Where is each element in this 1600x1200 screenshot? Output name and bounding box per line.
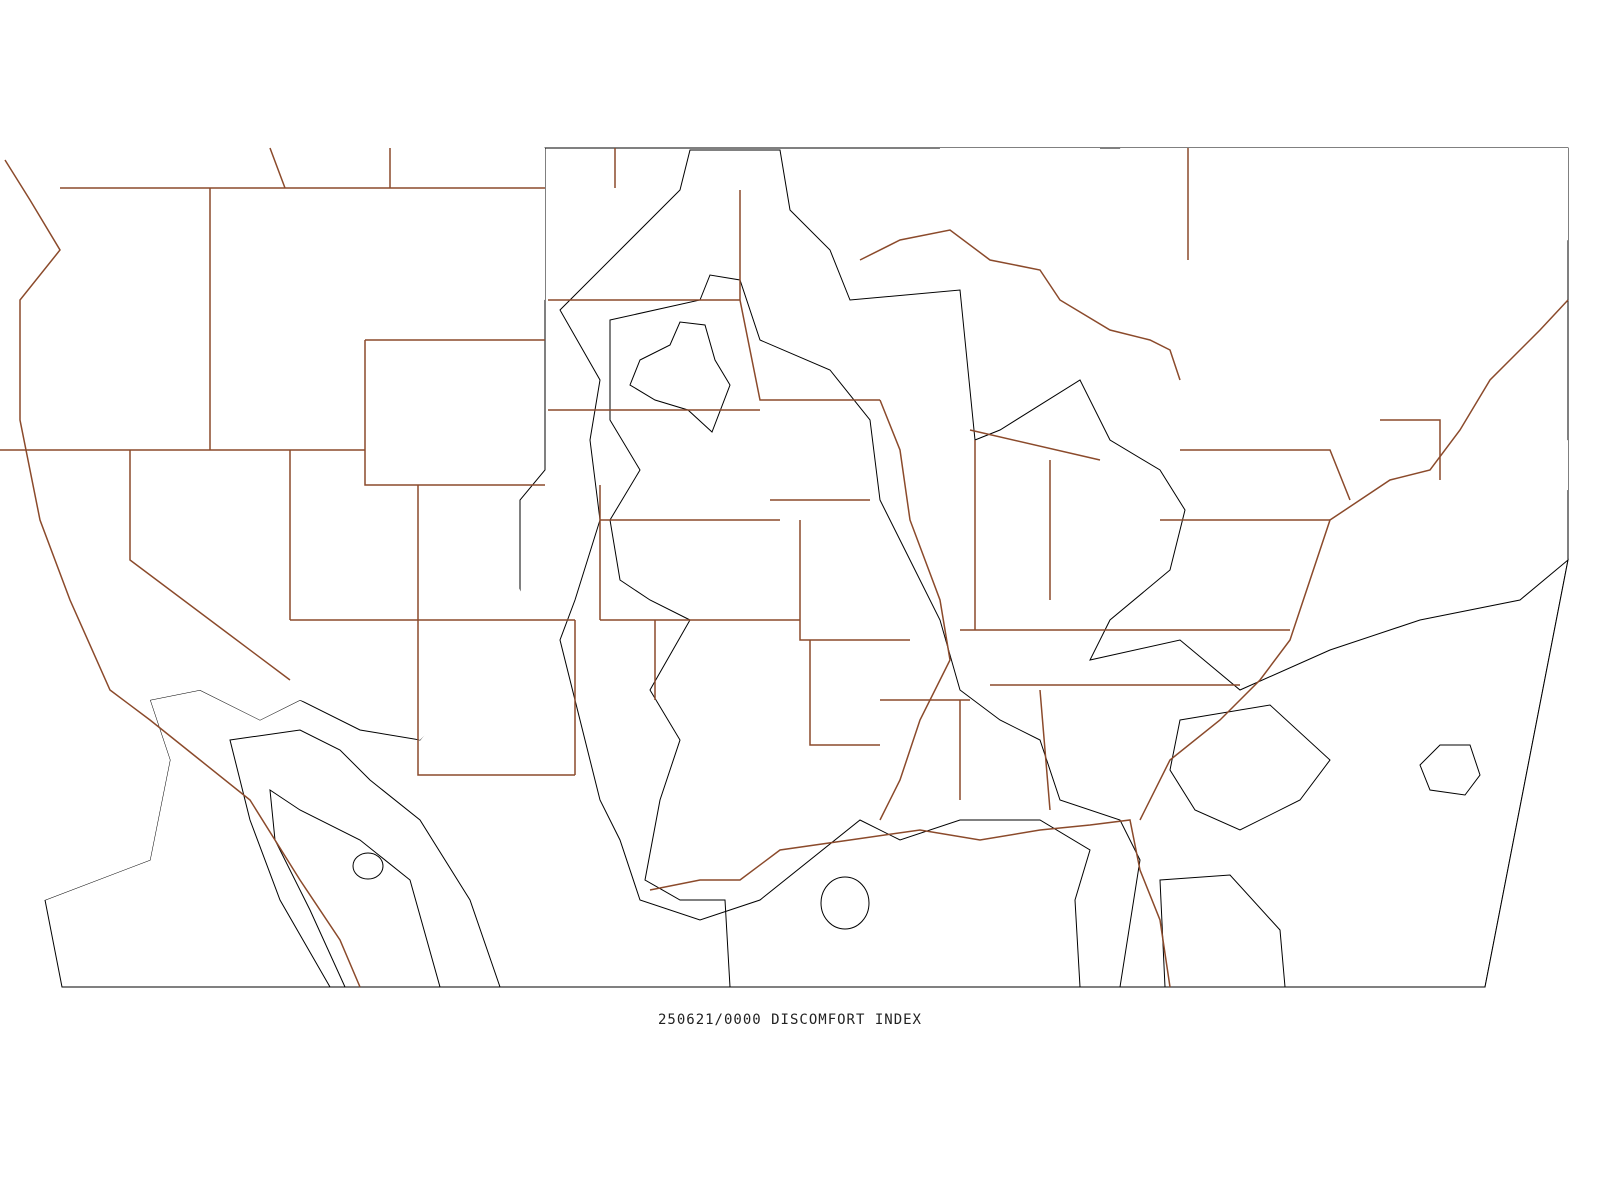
orange-zone (1159, 874, 1286, 988)
yellow-zone (229, 729, 501, 988)
white-zone (850, 148, 1100, 290)
map-title: 250621/0000 DISCOMFORT INDEX (658, 1012, 922, 1028)
orange-zone (1419, 744, 1481, 796)
red-zone (820, 876, 870, 930)
red-zone (629, 321, 731, 433)
orange-zone (609, 274, 1141, 988)
white-zone (0, 148, 545, 900)
orange-zone (269, 788, 441, 988)
white-zone (1430, 440, 1568, 510)
borders (0, 147, 1569, 988)
white-zone (1485, 560, 1600, 987)
yellow-zone (559, 149, 1569, 988)
red-zone (352, 852, 384, 880)
orange-zone (1169, 704, 1331, 831)
white-zone (1090, 148, 1568, 360)
